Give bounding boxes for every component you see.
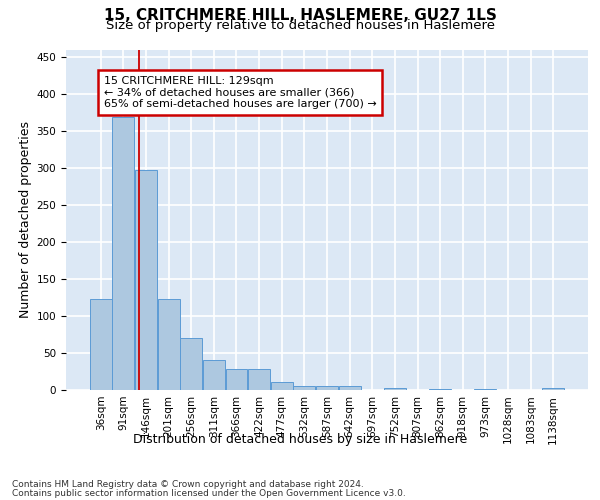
Bar (158, 299, 179, 390)
Bar (293, 386, 316, 390)
Bar (338, 386, 361, 390)
Bar (316, 386, 338, 390)
Bar (90, 299, 112, 390)
Bar (203, 360, 225, 390)
Text: Contains HM Land Registry data © Crown copyright and database right 2024.: Contains HM Land Registry data © Crown c… (12, 480, 364, 489)
Bar (135, 170, 157, 390)
Bar (180, 338, 202, 390)
Text: 15, CRITCHMERE HILL, HASLEMERE, GU27 1LS: 15, CRITCHMERE HILL, HASLEMERE, GU27 1LS (104, 8, 496, 22)
Text: Size of property relative to detached houses in Haslemere: Size of property relative to detached ho… (106, 19, 494, 32)
Y-axis label: Number of detached properties: Number of detached properties (19, 122, 32, 318)
Bar (384, 388, 406, 390)
Text: Contains public sector information licensed under the Open Government Licence v3: Contains public sector information licen… (12, 488, 406, 498)
Bar (248, 368, 270, 390)
Bar (429, 388, 451, 390)
Bar (542, 388, 564, 390)
Bar (112, 116, 134, 390)
Bar (271, 382, 293, 390)
Text: Distribution of detached houses by size in Haslemere: Distribution of detached houses by size … (133, 432, 467, 446)
Text: 15 CRITCHMERE HILL: 129sqm
← 34% of detached houses are smaller (366)
65% of sem: 15 CRITCHMERE HILL: 129sqm ← 34% of deta… (104, 76, 376, 109)
Bar (226, 368, 247, 390)
